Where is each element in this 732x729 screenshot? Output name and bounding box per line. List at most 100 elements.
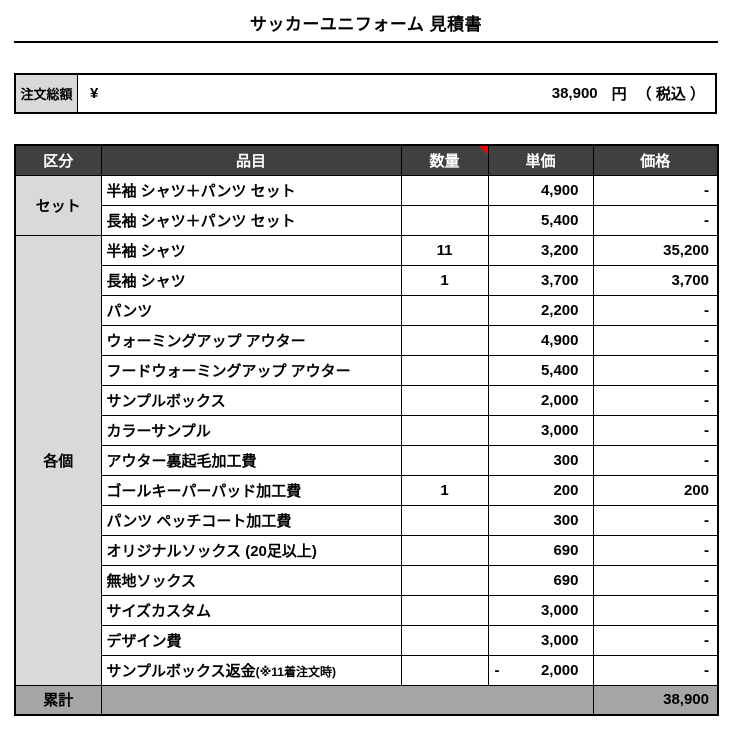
total-spacer-cell[interactable] (100, 684, 594, 716)
unit-price-cell[interactable]: 300 (487, 504, 594, 536)
item-cell[interactable]: 長袖 シャツ (100, 264, 402, 296)
unit-price-cell[interactable]: 3,700 (487, 264, 594, 296)
price-cell[interactable]: - (592, 294, 719, 326)
total-label-cell[interactable]: 累計 (14, 684, 102, 716)
item-cell[interactable]: フードウォーミングアップ アウター (100, 354, 402, 386)
item-cell[interactable]: カラーサンプル (100, 414, 402, 446)
qty-cell[interactable]: 1 (400, 264, 489, 296)
price-cell[interactable]: 35,200 (592, 234, 719, 266)
order-total-unit: 円 (611, 86, 627, 103)
qty-cell[interactable] (400, 324, 489, 356)
unit-price-cell[interactable]: 3,000 (487, 624, 594, 656)
unit-price-value: 5,400 (540, 211, 579, 229)
item-cell[interactable]: サイズカスタム (100, 594, 402, 626)
item-cell[interactable]: パンツ (100, 294, 402, 326)
unit-price-cell[interactable]: - 2,000 (487, 654, 594, 686)
order-total-amount: 38,900 (551, 85, 598, 102)
item-cell[interactable]: アウター裏起毛加工費 (100, 444, 402, 476)
qty-cell[interactable] (400, 204, 489, 236)
price-cell[interactable]: 3,700 (592, 264, 719, 296)
item-cell[interactable]: パンツ ペッチコート加工費 (100, 504, 402, 536)
price-cell[interactable]: - (592, 414, 719, 446)
item-cell[interactable]: 長袖 シャツ＋パンツ セット (100, 204, 402, 236)
qty-cell[interactable] (400, 174, 489, 206)
unit-price-cell[interactable]: 3,000 (487, 414, 594, 446)
page-title: サッカーユニフォーム 見積書 (249, 15, 483, 34)
header-category[interactable]: 区分 (14, 144, 102, 176)
order-total-value-cell[interactable]: ¥ 38,900 円 （ 税込 ） (78, 75, 715, 112)
item-label: 長袖 シャツ＋パンツ セット (106, 212, 296, 230)
qty-cell[interactable] (400, 444, 489, 476)
order-total-label-cell[interactable]: 注文総額 (16, 75, 78, 112)
item-cell[interactable]: 半袖 シャツ＋パンツ セット (100, 174, 402, 206)
price-cell[interactable]: - (592, 564, 719, 596)
item-cell[interactable]: オリジナルソックス (20足以上) (100, 534, 402, 566)
item-cell[interactable]: ウォーミングアップ アウター (100, 324, 402, 356)
item-label: カラーサンプル (106, 422, 211, 440)
price-cell[interactable]: 200 (592, 474, 719, 506)
table-row: パンツ 2,200- (15, 294, 719, 326)
price-cell[interactable]: - (592, 624, 719, 656)
price-cell[interactable]: - (592, 534, 719, 566)
unit-price-cell[interactable]: 2,000 (487, 384, 594, 416)
item-cell[interactable]: サンプルボックス返金(※11着注文時) (100, 654, 402, 686)
item-label: デザイン費 (106, 632, 182, 650)
total-value-cell[interactable]: 38,900 (592, 684, 719, 716)
unit-price-cell[interactable]: 5,400 (487, 204, 594, 236)
unit-price-cell[interactable]: 3,000 (487, 594, 594, 626)
unit-price-cell[interactable]: 200 (487, 474, 594, 506)
unit-price-value: 2,000 (540, 661, 579, 679)
unit-price-cell[interactable]: 3,200 (487, 234, 594, 266)
qty-cell[interactable] (400, 414, 489, 446)
qty-cell[interactable]: 1 (400, 474, 489, 506)
price-cell[interactable]: - (592, 174, 719, 206)
price-cell[interactable]: - (592, 654, 719, 686)
qty-cell[interactable] (400, 534, 489, 566)
price-cell[interactable]: - (592, 504, 719, 536)
header-item[interactable]: 品目 (100, 144, 402, 176)
category-cell[interactable]: 各個 (14, 234, 102, 686)
qty-cell[interactable] (400, 594, 489, 626)
qty-cell[interactable] (400, 504, 489, 536)
unit-price-value: 300 (553, 511, 579, 529)
table-row: 長袖 シャツ 1 3,700 3,700 (15, 264, 719, 296)
unit-price-value: 3,200 (540, 241, 579, 259)
unit-price-cell[interactable]: 300 (487, 444, 594, 476)
price-cell[interactable]: - (592, 384, 719, 416)
qty-cell[interactable] (400, 624, 489, 656)
unit-price-cell[interactable]: 4,900 (487, 174, 594, 206)
unit-price-cell[interactable]: 5,400 (487, 354, 594, 386)
unit-price-value: 300 (553, 451, 579, 469)
price-cell[interactable]: - (592, 204, 719, 236)
item-cell[interactable]: デザイン費 (100, 624, 402, 656)
item-cell[interactable]: 無地ソックス (100, 564, 402, 596)
qty-cell[interactable] (400, 354, 489, 386)
table-row: ゴールキーパーパッド加工費 1 200 200 (15, 474, 719, 506)
qty-cell[interactable] (400, 654, 489, 686)
header-qty[interactable]: 数量 (400, 144, 489, 176)
unit-price-cell[interactable]: 2,200 (487, 294, 594, 326)
unit-price-cell[interactable]: 4,900 (487, 324, 594, 356)
qty-cell[interactable] (400, 294, 489, 326)
header-price[interactable]: 価格 (592, 144, 719, 176)
unit-price-cell[interactable]: 690 (487, 564, 594, 596)
unit-price-value: 690 (553, 571, 579, 589)
category-cell[interactable]: セット (14, 174, 102, 236)
item-label: サンプルボックス (106, 392, 226, 410)
unit-price-cell[interactable]: 690 (487, 534, 594, 566)
qty-cell[interactable] (400, 564, 489, 596)
qty-cell[interactable]: 11 (400, 234, 489, 266)
item-cell[interactable]: サンプルボックス (100, 384, 402, 416)
item-cell[interactable]: ゴールキーパーパッド加工費 (100, 474, 402, 506)
price-cell[interactable]: - (592, 444, 719, 476)
item-cell[interactable]: 半袖 シャツ (100, 234, 402, 266)
item-label: ゴールキーパーパッド加工費 (106, 482, 302, 500)
table-row: アウター裏起毛加工費 300- (15, 444, 719, 476)
unit-price-value: 2,000 (540, 391, 579, 409)
header-unit-price[interactable]: 単価 (487, 144, 594, 176)
price-cell[interactable]: - (592, 324, 719, 356)
qty-cell[interactable] (400, 384, 489, 416)
price-cell[interactable]: - (592, 594, 719, 626)
price-cell[interactable]: - (592, 354, 719, 386)
